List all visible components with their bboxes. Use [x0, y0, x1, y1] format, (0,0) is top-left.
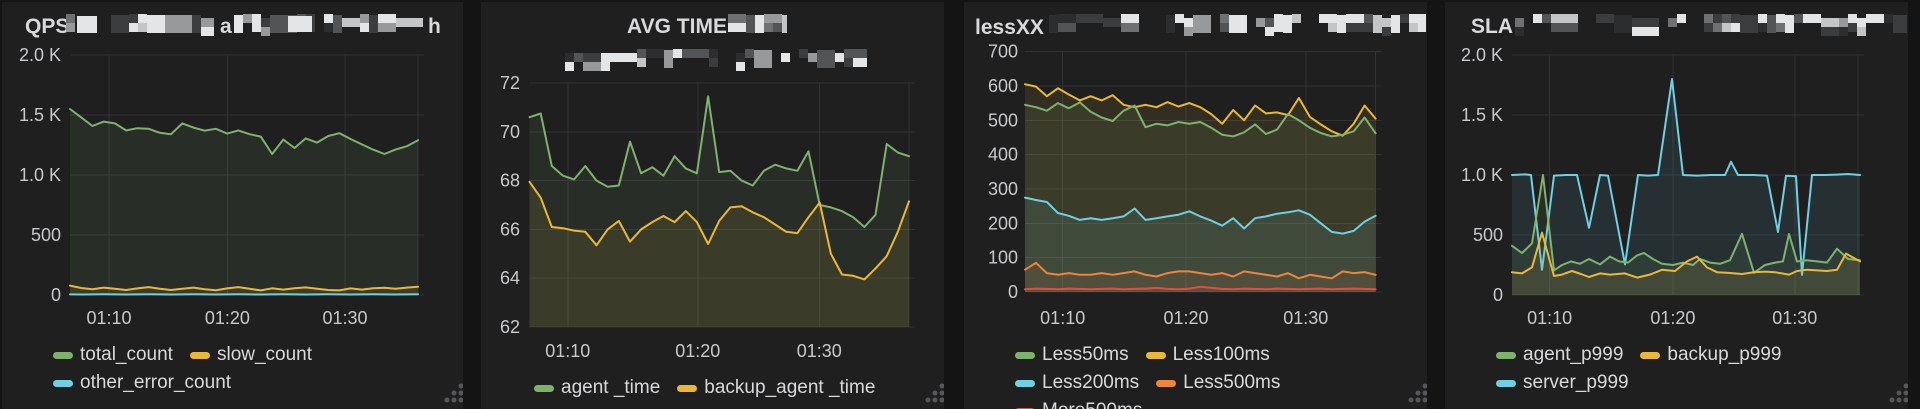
svg-text:a: a: [220, 15, 232, 38]
svg-text:2.0 K: 2.0 K: [1461, 45, 1503, 65]
svg-text:01:30: 01:30: [1283, 308, 1328, 328]
svg-text:300: 300: [988, 179, 1018, 199]
svg-text:01:30: 01:30: [1772, 308, 1817, 328]
svg-text:01:20: 01:20: [675, 341, 720, 361]
svg-text:62: 62: [500, 317, 520, 337]
svg-text:1.0 K: 1.0 K: [19, 165, 61, 185]
svg-text:200: 200: [988, 213, 1018, 233]
svg-text:68: 68: [500, 171, 520, 191]
svg-text:0: 0: [1008, 282, 1018, 302]
svg-text:1.5 K: 1.5 K: [19, 105, 61, 125]
svg-text:AVG TIME: AVG TIME: [627, 15, 727, 38]
svg-text:SLA: SLA: [1471, 15, 1513, 38]
svg-text:1.0 K: 1.0 K: [1461, 165, 1503, 185]
svg-text:500: 500: [988, 110, 1018, 130]
svg-text:01:10: 01:10: [545, 341, 590, 361]
svg-text:600: 600: [988, 76, 1018, 96]
svg-text:01:30: 01:30: [797, 341, 842, 361]
svg-text:66: 66: [500, 219, 520, 239]
svg-text:01:10: 01:10: [1040, 308, 1085, 328]
svg-text:01:10: 01:10: [1527, 308, 1572, 328]
svg-text:01:10: 01:10: [86, 308, 131, 328]
svg-text:100: 100: [988, 248, 1018, 268]
svg-text:lessXX: lessXX: [975, 16, 1044, 39]
svg-text:01:20: 01:20: [205, 308, 250, 328]
svg-text:01:30: 01:30: [322, 308, 367, 328]
svg-text:0: 0: [51, 285, 61, 305]
svg-text:1.5 K: 1.5 K: [1461, 105, 1503, 125]
svg-text:01:20: 01:20: [1163, 308, 1208, 328]
svg-text:0: 0: [1493, 285, 1503, 305]
svg-text:70: 70: [500, 122, 520, 142]
svg-text:h: h: [428, 15, 441, 38]
svg-text:QPS: QPS: [25, 15, 69, 38]
svg-text:500: 500: [1473, 225, 1503, 245]
svg-text:72: 72: [500, 73, 520, 93]
svg-text:500: 500: [31, 225, 61, 245]
svg-text:400: 400: [988, 145, 1018, 165]
svg-text:64: 64: [500, 268, 520, 288]
svg-text:2.0 K: 2.0 K: [19, 45, 61, 65]
svg-text:01:20: 01:20: [1650, 308, 1695, 328]
svg-text:700: 700: [988, 42, 1018, 62]
